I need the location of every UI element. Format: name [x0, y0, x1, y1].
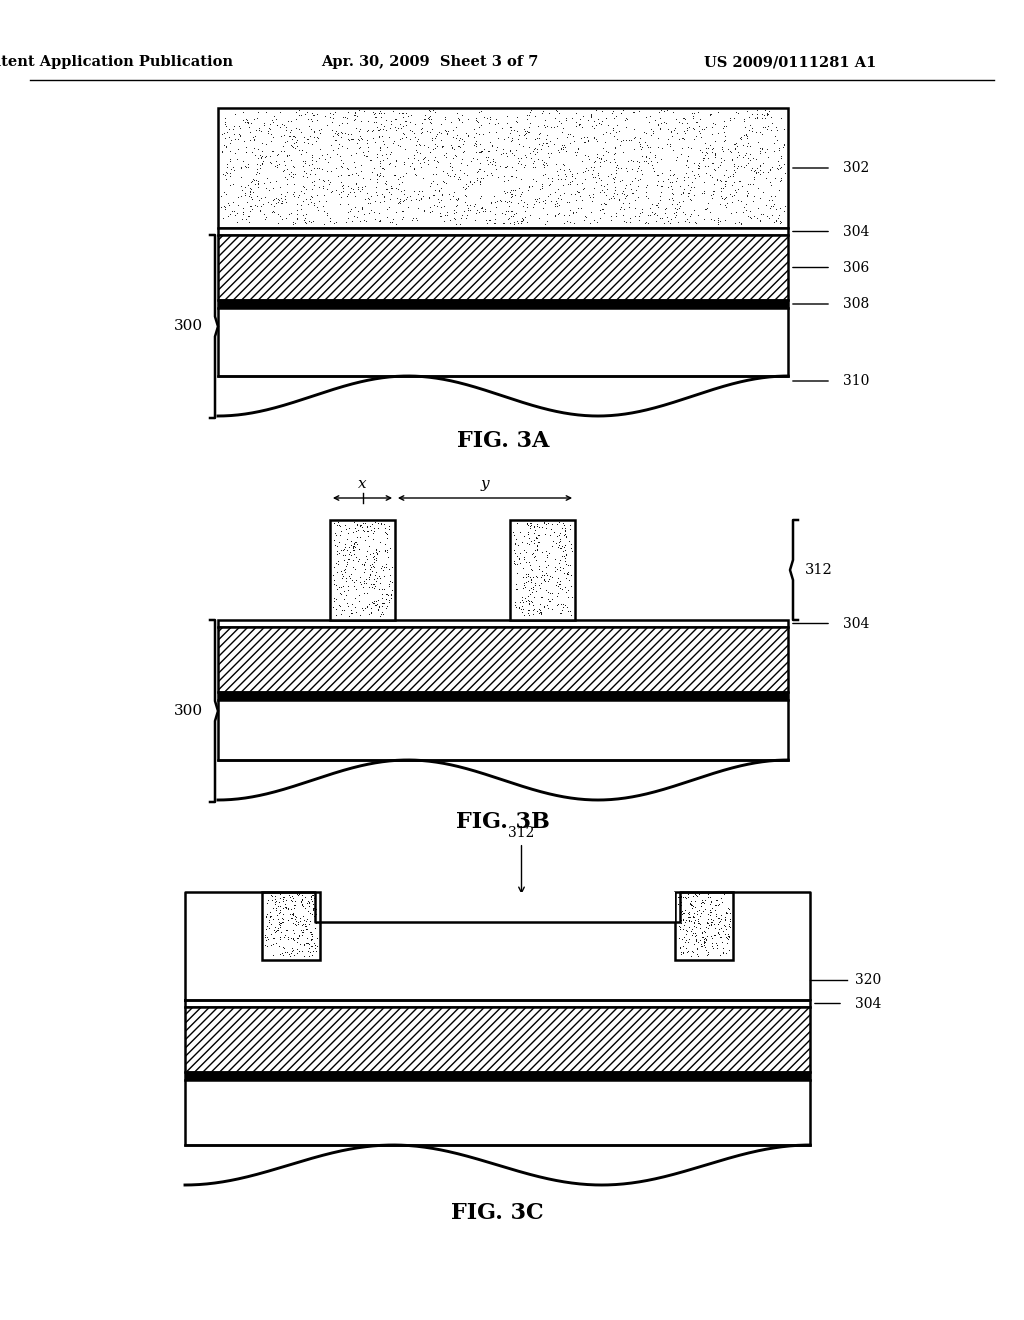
Text: FIG. 3C: FIG. 3C: [452, 1203, 544, 1224]
Text: 300: 300: [173, 319, 203, 334]
Bar: [510, 520, 575, 620]
Text: 308: 308: [843, 297, 869, 312]
Bar: [330, 520, 395, 620]
Text: 320: 320: [855, 973, 882, 987]
Bar: [185, 1072, 810, 1080]
Text: US 2009/0111281 A1: US 2009/0111281 A1: [703, 55, 877, 69]
Text: 312: 312: [508, 826, 535, 892]
Bar: [218, 300, 788, 308]
Bar: [185, 1001, 810, 1007]
Bar: [368, 892, 675, 921]
Bar: [218, 235, 788, 300]
Bar: [185, 892, 315, 960]
Text: 304: 304: [855, 997, 882, 1011]
Bar: [218, 308, 788, 376]
Bar: [675, 892, 733, 960]
Bar: [218, 228, 788, 235]
Text: Patent Application Publication: Patent Application Publication: [0, 55, 233, 69]
Text: FIG. 3B: FIG. 3B: [456, 810, 550, 833]
Text: 302: 302: [843, 161, 869, 176]
Bar: [315, 921, 373, 960]
Bar: [262, 892, 319, 960]
Bar: [218, 627, 788, 692]
Text: 312: 312: [805, 564, 833, 577]
Text: 310: 310: [843, 374, 869, 388]
Bar: [218, 108, 788, 228]
Text: 300: 300: [173, 704, 203, 718]
Bar: [622, 921, 680, 960]
Bar: [680, 892, 810, 960]
Bar: [185, 1007, 810, 1072]
Text: 304: 304: [843, 616, 869, 631]
Text: FIG. 3A: FIG. 3A: [457, 430, 549, 451]
Text: x: x: [358, 477, 367, 491]
Text: 306: 306: [843, 260, 869, 275]
Text: y: y: [480, 477, 489, 491]
Bar: [218, 692, 788, 700]
Bar: [218, 700, 788, 760]
Bar: [185, 1080, 810, 1144]
Bar: [218, 620, 788, 627]
Text: Apr. 30, 2009  Sheet 3 of 7: Apr. 30, 2009 Sheet 3 of 7: [322, 55, 539, 69]
Bar: [185, 960, 810, 1001]
Text: 304: 304: [843, 224, 869, 239]
